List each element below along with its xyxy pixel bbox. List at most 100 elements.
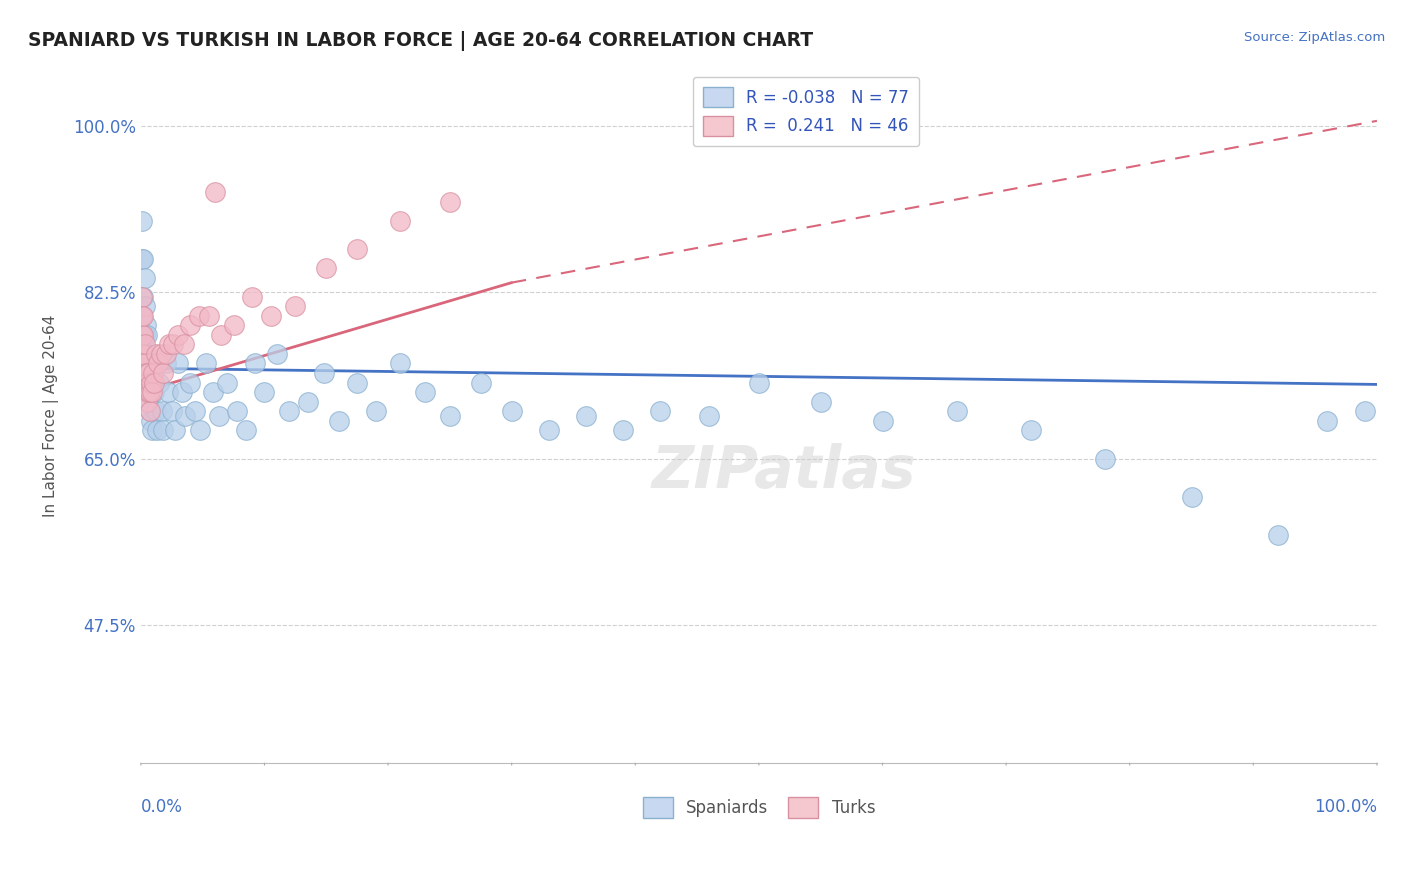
Point [364,404,387,418]
Point [135,347,157,361]
Point [170,385,193,400]
Point [165,423,187,437]
Point [173,337,195,351]
Point [131,213,153,227]
Point [146,357,169,371]
Point [179,318,201,333]
Point [198,309,221,323]
Point [135,366,157,380]
Point [222,318,245,333]
Point [748,376,770,390]
Point [1019,423,1042,437]
Point [204,185,226,199]
Point [148,376,170,390]
Point [1354,404,1376,418]
Point [226,404,249,418]
Point [150,404,173,418]
Point [389,357,412,371]
Text: 100.0%: 100.0% [1315,797,1376,816]
Point [134,270,156,285]
Point [240,290,263,304]
Point [134,376,156,390]
Point [132,366,155,380]
Point [149,347,172,361]
Point [575,409,598,423]
Point [132,252,155,266]
Point [143,385,166,400]
Point [157,337,180,351]
Point [167,357,190,371]
Point [135,385,157,400]
Text: SPANIARD VS TURKISH IN LABOR FORCE | AGE 20-64 CORRELATION CHART: SPANIARD VS TURKISH IN LABOR FORCE | AGE… [28,31,813,51]
Point [138,404,160,418]
Point [135,318,157,333]
Point [136,366,159,380]
Point [174,409,197,423]
Point [537,423,560,437]
Point [470,376,492,390]
Point [134,299,156,313]
Point [136,385,159,400]
Point [810,394,832,409]
Point [217,376,239,390]
Point [143,376,166,390]
Point [297,394,319,409]
Point [209,327,232,342]
Point [439,194,461,209]
Point [136,394,159,409]
Point [278,404,301,418]
Point [131,366,153,380]
Text: ZIPatlas: ZIPatlas [651,443,915,500]
Point [315,261,337,276]
Point [135,376,157,390]
Point [284,299,307,313]
Point [132,309,155,323]
Point [136,376,159,390]
Point [138,376,160,390]
Point [131,309,153,323]
Point [346,376,368,390]
Point [136,357,159,371]
Point [131,290,153,304]
Point [235,423,257,437]
Point [167,327,190,342]
Point [136,394,159,409]
Point [138,404,160,418]
Point [131,309,153,323]
Point [155,357,177,371]
Point [146,423,169,437]
Point [201,385,224,400]
Point [346,242,368,256]
Point [612,423,634,437]
Point [699,409,721,423]
Point [389,213,412,227]
Point [501,404,523,418]
Point [142,357,165,371]
Point [243,357,266,371]
Point [132,290,155,304]
Point [134,327,156,342]
Point [160,404,183,418]
Point [157,385,180,400]
Point [138,385,160,400]
Text: 0.0%: 0.0% [141,797,183,816]
Point [1316,414,1339,428]
Point [872,414,894,428]
Point [1180,490,1202,504]
Point [648,404,671,418]
Point [266,347,288,361]
Point [132,327,155,342]
Point [136,366,159,380]
Point [141,423,163,437]
Point [253,385,276,400]
Point [131,347,153,361]
Point [312,366,335,380]
Point [134,337,156,351]
Point [134,366,156,380]
Point [132,347,155,361]
Point [1267,528,1289,542]
Point [184,404,207,418]
Point [131,327,153,342]
Legend: Spaniards, Turks: Spaniards, Turks [636,790,882,824]
Point [141,385,163,400]
